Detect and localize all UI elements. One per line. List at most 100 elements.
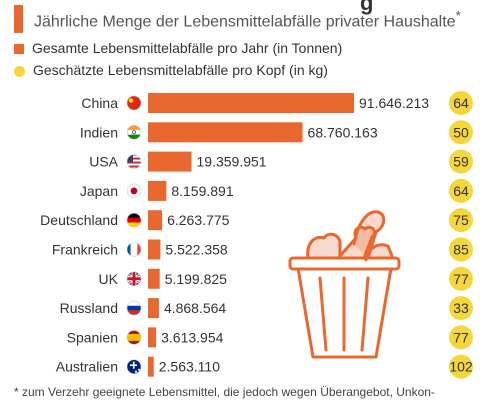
leftover-icon	[364, 243, 394, 262]
per-capita-circle	[449, 120, 473, 145]
bar-value-label: 3.613.954	[161, 329, 223, 345]
chart-row: Spanien 3.613.954 77	[67, 325, 473, 350]
flag-part	[127, 305, 141, 311]
per-capita-label: 59	[453, 154, 469, 170]
chart-row: Russland 4.868.564 33	[60, 296, 473, 321]
drumstick-icon	[352, 210, 386, 260]
legend-label-total: Gesamte Lebensmittelabfälle pro Jahr (in…	[32, 40, 343, 56]
flag-part	[127, 154, 141, 156]
chart-row: Indien 68.760.163 50	[80, 120, 473, 145]
bar	[148, 210, 163, 231]
spain-flag-icon	[127, 330, 141, 345]
trash-bin-rib	[318, 276, 328, 352]
bar-value-label: 8.159.891	[171, 183, 233, 199]
flag-part	[127, 310, 141, 316]
flag-part	[127, 217, 141, 223]
title-fragment: g	[360, 0, 374, 15]
subtitle-accent-bar	[14, 5, 23, 33]
bar-value-label: 5.199.825	[165, 271, 227, 287]
bar	[148, 356, 154, 377]
bar-value-label: 68.760.163	[308, 124, 378, 140]
flag-outline	[126, 212, 142, 228]
france-flag-icon	[127, 242, 141, 257]
flag-part	[127, 213, 141, 218]
per-capita-label: 64	[453, 95, 469, 111]
food-scraps	[306, 232, 342, 260]
bar-value-label: 91.646.213	[359, 95, 429, 111]
flag-part	[127, 165, 141, 167]
bar-value-label: 6.263.775	[167, 212, 229, 228]
flag-part	[127, 134, 141, 140]
per-capita-circle	[449, 91, 473, 115]
per-capita-label: 64	[453, 183, 469, 199]
bar	[148, 298, 159, 319]
flag-part	[127, 156, 141, 158]
china-flag-icon	[127, 96, 141, 110]
category-label: Japan	[80, 183, 118, 199]
legend-swatch-bar	[14, 44, 24, 55]
bar-value-label: 4.868.564	[164, 300, 226, 316]
flag-part	[127, 333, 141, 341]
flag-part	[127, 242, 131, 257]
per-capita-label: 77	[453, 329, 469, 345]
flag-part	[127, 160, 141, 162]
per-capita-label: 85	[453, 242, 469, 258]
flag-outline	[126, 359, 142, 375]
chart-row: China 91.646.213 64	[81, 91, 473, 115]
flag-outline	[126, 95, 142, 111]
germany-flag-icon	[127, 213, 141, 228]
usa-flag-icon	[127, 154, 141, 169]
subtitle-footnote-mark: *	[455, 8, 461, 23]
flag-part	[127, 125, 141, 130]
flag-part	[127, 277, 141, 281]
flag-part	[127, 167, 141, 169]
per-capita-label: 50	[453, 124, 469, 140]
legend-swatch-circle	[14, 65, 25, 77]
trash-bin-rib	[360, 276, 370, 352]
bar	[148, 93, 354, 113]
flag-part	[127, 155, 141, 157]
per-capita-circle	[449, 178, 473, 203]
trash-bin-rim	[288, 256, 401, 271]
chart-row: Deutschland 6.263.775 75	[40, 208, 473, 233]
flag-part	[130, 187, 138, 195]
flag-part	[127, 154, 133, 163]
flag-part	[127, 301, 141, 306]
legend-item-total: Gesamte Lebensmittelabfälle pro Jahr (in…	[14, 40, 342, 56]
russia-flag-icon	[127, 301, 141, 316]
chart-row: UK 5.199.825 77	[99, 266, 473, 291]
flag-part	[137, 242, 141, 257]
chart-subtitle: Jährliche Menge der Lebensmittelabfälle …	[34, 8, 461, 31]
bar	[148, 239, 161, 260]
per-capita-circle	[449, 296, 473, 321]
flag-outline	[126, 300, 142, 316]
category-label: Frankreich	[52, 242, 118, 258]
japan-flag-icon	[127, 183, 141, 198]
chart-row: Frankreich 5.522.358 85	[52, 237, 473, 262]
per-capita-circle	[449, 266, 473, 291]
chart-row: USA 19.359.951 59	[89, 149, 473, 174]
flag-part	[127, 166, 141, 168]
per-capita-circle	[449, 149, 473, 174]
flag-part	[130, 364, 137, 366]
category-label: USA	[89, 154, 118, 170]
per-capita-label: 102	[449, 359, 473, 375]
flag-outline	[126, 125, 142, 140]
flag-outline	[126, 330, 142, 345]
bar-value-label: 19.359.951	[197, 154, 267, 170]
flag-part	[127, 129, 141, 135]
flag-part	[138, 368, 140, 371]
per-capita-circle	[449, 208, 473, 233]
category-label: UK	[99, 271, 119, 287]
flag-part	[127, 222, 141, 228]
chart-subtitle-text: Jährliche Menge der Lebensmittelabfälle …	[34, 13, 456, 31]
bar	[148, 268, 160, 289]
flag-part	[128, 98, 134, 103]
flag-outline	[126, 242, 142, 257]
flag-part	[127, 164, 141, 166]
flag-outline	[126, 183, 142, 199]
bar-value-label: 5.522.358	[165, 242, 227, 258]
per-capita-circle	[449, 325, 473, 350]
bar-value-label: 2.563.110	[159, 359, 220, 375]
